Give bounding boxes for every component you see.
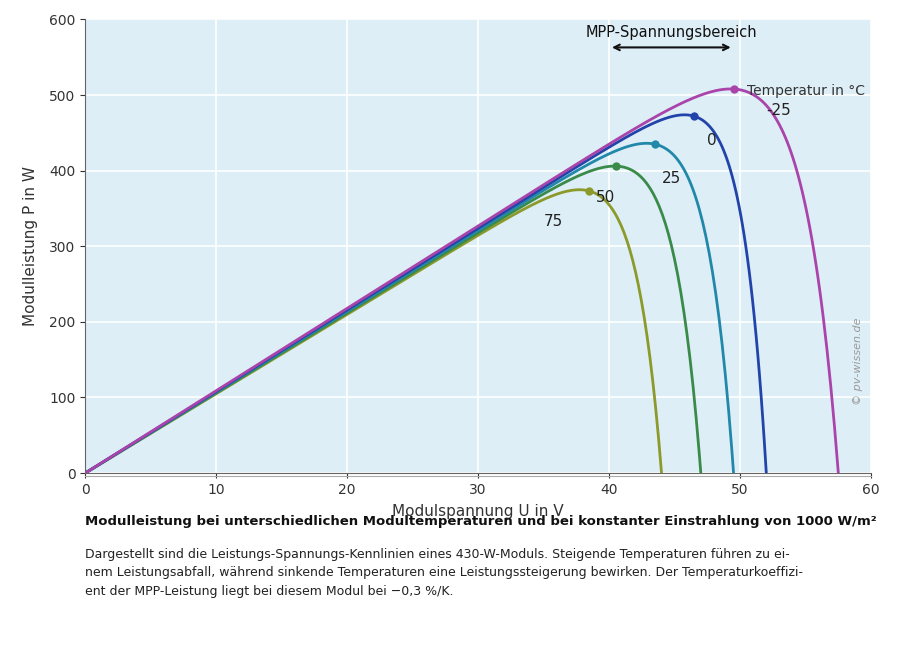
Text: 0: 0 xyxy=(708,133,717,148)
Text: 75: 75 xyxy=(543,214,563,229)
Text: 25: 25 xyxy=(662,170,681,185)
Text: © pv-wissen.de: © pv-wissen.de xyxy=(853,318,863,405)
Y-axis label: Modulleistung P in W: Modulleistung P in W xyxy=(23,167,38,326)
Text: MPP-Spannungsbereich: MPP-Spannungsbereich xyxy=(585,25,757,40)
Text: Modulleistung bei unterschiedlichen Modultemperaturen und bei konstanter Einstra: Modulleistung bei unterschiedlichen Modu… xyxy=(85,515,877,528)
Text: -25: -25 xyxy=(766,102,791,117)
Text: 50: 50 xyxy=(596,191,615,205)
X-axis label: Modulspannung U in V: Modulspannung U in V xyxy=(392,503,564,518)
Text: Dargestellt sind die Leistungs-Spannungs-Kennlinien eines 430-W-Moduls. Steigend: Dargestellt sind die Leistungs-Spannungs… xyxy=(85,548,804,597)
Text: Temperatur in °C: Temperatur in °C xyxy=(746,84,865,98)
